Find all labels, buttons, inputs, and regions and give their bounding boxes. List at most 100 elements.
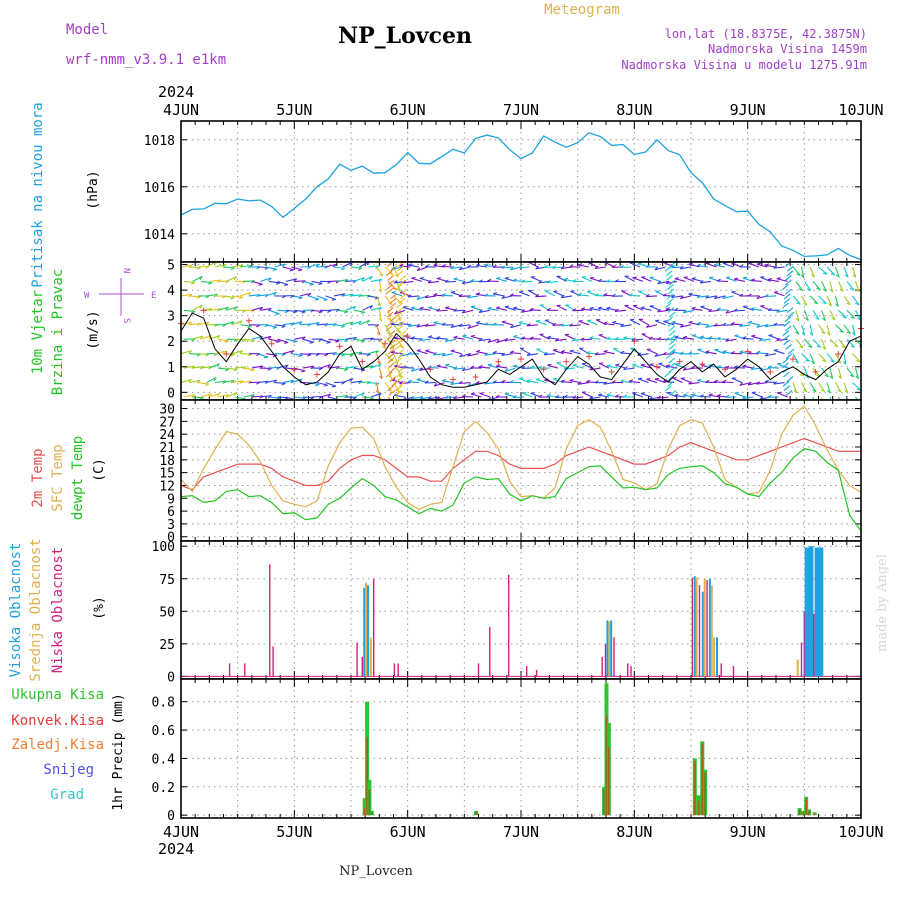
wind-arrow-head (470, 365, 475, 369)
wind-arrow-head (388, 375, 392, 379)
wind-arrow (829, 310, 836, 321)
wind-arrow (699, 395, 712, 398)
wind-arrow-head (734, 277, 739, 280)
wind-arrow-head (518, 265, 523, 269)
wind-arrow-head (275, 313, 280, 316)
precip-bar-conv (805, 798, 807, 816)
wind-arrow-head (478, 337, 483, 342)
wind-arrow-head (620, 379, 625, 382)
cloud-bar-mid (365, 582, 368, 677)
wind-arrow-head (538, 394, 543, 398)
cloud-bar-low (706, 580, 708, 677)
wind-arrow-head (188, 264, 193, 269)
wind-arrow-head (290, 350, 294, 354)
wind-arrow (800, 324, 806, 336)
wind-arrow (282, 322, 294, 326)
wind-arrow (668, 343, 676, 350)
wind-arrow (666, 316, 674, 323)
wind-arrow-head (492, 380, 497, 383)
wind-arrow (826, 295, 833, 307)
wind-arrow (395, 343, 402, 350)
wind-arrow (838, 309, 847, 319)
wind-arrow-head (722, 349, 727, 353)
wind-arrow-head (391, 287, 396, 290)
cloud-bar-high (363, 587, 366, 677)
temp-ytick-label: 27 (159, 415, 175, 430)
wind-arrow (668, 311, 676, 318)
wind-arrow (308, 321, 320, 326)
wind-arrow-head (578, 263, 583, 266)
wind-arrow-head (730, 351, 735, 354)
wind-arrow-head (714, 295, 718, 300)
cloud-bar-high (817, 547, 821, 677)
wind-arrow (428, 280, 440, 284)
wind-arrow-head (793, 389, 797, 394)
wind-arrow-head (411, 368, 415, 372)
wind-arrow (399, 334, 406, 341)
wind-arrow (569, 380, 581, 384)
wind-arrow (705, 295, 717, 299)
cloud-bar-low (800, 642, 803, 677)
wind-arrow-head (654, 266, 659, 271)
cloud-bar-low (272, 646, 274, 677)
wind-arrow-head (867, 375, 871, 377)
wind-arrow (812, 367, 821, 378)
wind-arrow (385, 371, 393, 378)
wind-arrow-head (230, 353, 235, 357)
wind-arrow-head (691, 277, 696, 280)
wind-arrow-head (504, 337, 509, 342)
wind-arrow-head (700, 305, 705, 308)
wind-arrow (632, 277, 644, 282)
wind-arrow-head (855, 375, 859, 380)
wind-arrow (336, 367, 348, 370)
wind-arrow-head (648, 336, 653, 340)
wind-arrow-head (663, 320, 668, 323)
wind-arrow-head (692, 334, 697, 336)
wind-arrow (397, 265, 404, 272)
wind-arrow-head (208, 393, 212, 397)
temp-series-temp2m (180, 437, 861, 491)
wind-arrow-head (671, 265, 676, 269)
wind-arrow-head (640, 306, 645, 309)
temp-ytick-label: 6 (167, 505, 175, 520)
cloud-bar-low (691, 577, 694, 677)
wind-arrow-head (441, 293, 446, 296)
wind-arrow (501, 295, 513, 299)
wind-arrow (467, 353, 479, 357)
wind-arrow-head (513, 306, 518, 309)
wind-arrow-head (638, 377, 643, 380)
wind-gust-marker (790, 356, 796, 363)
wind-arrow (345, 305, 356, 311)
wind-arrow (453, 396, 465, 400)
wind-arrow (688, 293, 700, 297)
wind-arrow (829, 396, 832, 400)
wind-arrow (183, 394, 195, 398)
wind-arrow (829, 367, 834, 379)
wind-arrow-head (665, 280, 670, 285)
wind-arrow (501, 266, 513, 269)
precip-bar-conv (802, 812, 805, 816)
wind-arrow-head (458, 266, 463, 271)
wind-arrow (325, 263, 337, 268)
cloud-bar-high (807, 547, 812, 677)
wind-arrow-head (816, 287, 821, 291)
precip-ytick-label: 0 (167, 809, 175, 824)
wind-arrow (504, 393, 516, 398)
wind-arrow (393, 324, 402, 334)
wind-arrow-head (733, 365, 738, 368)
wind-arrow (564, 334, 576, 340)
wind-arrow-head (493, 292, 498, 295)
wind-arrow-head (674, 307, 679, 311)
wind-arrow-head (340, 325, 346, 329)
wind-arrow-head (450, 324, 455, 328)
wind-arrow-head (512, 278, 517, 282)
wind-arrow-head (323, 299, 328, 301)
x-tick-label-bottom: 4JUN (163, 823, 199, 841)
wind-arrow-head (501, 352, 506, 356)
wind-arrow (316, 295, 328, 301)
x-tick-label-top: 4JUN (163, 101, 199, 119)
wind-arrow-head (708, 308, 713, 312)
wind-arrow-head (774, 291, 779, 293)
